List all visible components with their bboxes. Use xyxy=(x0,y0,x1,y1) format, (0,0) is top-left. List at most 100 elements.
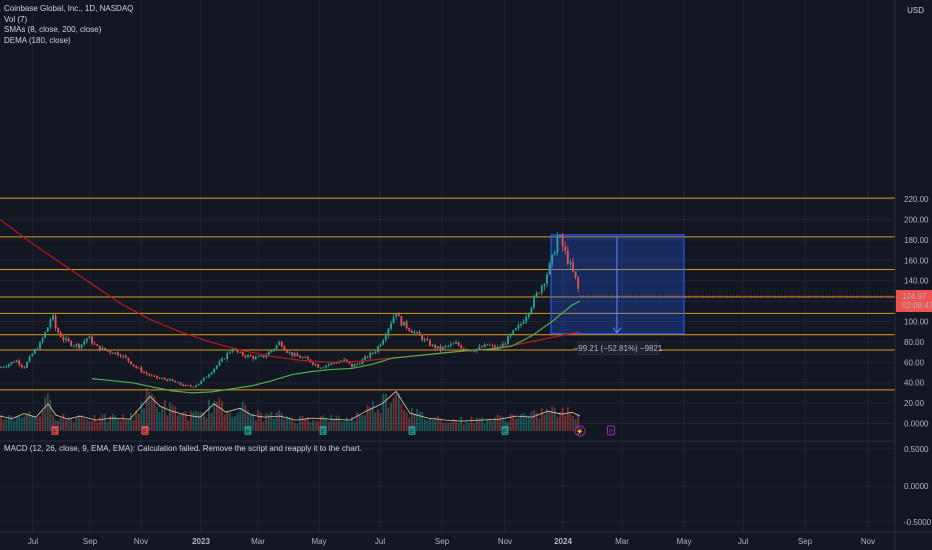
candle-206-body xyxy=(205,376,208,378)
volume-bar-290 xyxy=(288,417,291,431)
candle-378-body xyxy=(377,346,379,352)
volume-bar-232 xyxy=(231,416,234,431)
volume-bar-149 xyxy=(148,392,151,431)
candle-279-body xyxy=(278,341,281,346)
candle-518-body xyxy=(517,325,520,329)
volume-bar-355 xyxy=(353,420,356,431)
volume-bar-113 xyxy=(111,413,114,431)
candle-399-body xyxy=(397,314,400,317)
volume-bar-448 xyxy=(447,422,450,431)
volume-bar-292 xyxy=(291,418,294,431)
horizontal-levels[interactable] xyxy=(0,197,895,391)
measure-label: −99.21 (−52.81%) −9821 xyxy=(574,344,663,353)
candle-391-body xyxy=(390,323,392,329)
volume-bar-412 xyxy=(410,407,413,431)
price-tick-11: 0.0000 xyxy=(904,420,929,429)
volume-bar-498 xyxy=(496,414,499,431)
volume-bar-329 xyxy=(327,422,330,431)
volume-bar-206 xyxy=(205,417,208,431)
time-tick-7: Sep xyxy=(435,537,450,546)
candle-524-body xyxy=(522,321,525,324)
volume-bar-464 xyxy=(462,424,465,431)
candle-516-body xyxy=(514,328,517,331)
volume-bar-188 xyxy=(187,420,190,431)
volume-bar-266 xyxy=(265,413,268,431)
price-tick-1: 200.00 xyxy=(904,216,929,225)
volume-bar-399 xyxy=(397,393,400,431)
volume-bar-425 xyxy=(423,419,426,431)
candle-45-body xyxy=(44,331,47,338)
legend-volume[interactable]: Vol (7) xyxy=(4,14,28,24)
volume-bar-420 xyxy=(418,411,421,431)
volume-bar-310 xyxy=(309,421,312,431)
candle-92-body xyxy=(91,336,93,344)
candle-193-body xyxy=(192,386,195,388)
candle-128-body xyxy=(127,357,130,362)
volume-bar-134 xyxy=(132,420,135,431)
time-tick-14: Nov xyxy=(861,537,875,546)
candle-511-body xyxy=(509,334,512,337)
candle-97-body xyxy=(96,344,99,346)
volume-bar-147 xyxy=(145,387,148,431)
candle-212-body xyxy=(210,372,213,375)
volume-bar-253 xyxy=(252,413,255,431)
time-tick-12: Jul xyxy=(738,537,748,546)
volume-bar-505 xyxy=(504,420,507,431)
volume-bar-82 xyxy=(80,415,83,431)
volume-bar-225 xyxy=(223,414,226,431)
legend-smas[interactable]: SMAs (8, close, 200, close) xyxy=(4,25,102,34)
volume-bar-443 xyxy=(442,422,444,431)
time-tick-0: Jul xyxy=(28,537,38,546)
candle-87-body xyxy=(85,338,88,342)
event-markers[interactable]: E E E E E E ⚡ E xyxy=(51,425,615,437)
volume-bar-456 xyxy=(455,420,457,431)
candle-357-body xyxy=(356,363,359,365)
volume-bar-152 xyxy=(150,393,153,431)
candle-334-body xyxy=(332,362,335,364)
candle-336-body xyxy=(335,362,338,364)
currency-label[interactable]: USD xyxy=(907,6,924,15)
candle-123-body xyxy=(122,355,125,357)
measurement-tool[interactable]: −99.21 (−52.81%) −9821 xyxy=(550,234,685,356)
last-price-box xyxy=(896,290,932,313)
volume-bar-565 xyxy=(564,415,567,431)
candle-490-body xyxy=(488,345,491,347)
time-axis[interactable]: Jul Sep Nov 2023 Mar May Jul Sep Nov 2024 Mar May Ju… xyxy=(28,537,875,546)
volume-bar-118 xyxy=(117,419,119,431)
candle-258-body xyxy=(257,356,260,358)
candle-269-body xyxy=(267,352,270,356)
macd-error-label: MACD (12, 26, close, 9, EMA, EMA): Calcu… xyxy=(4,444,362,453)
volume-bar-37 xyxy=(36,417,39,431)
volume-bar-4 xyxy=(2,419,5,431)
volume-ma-line xyxy=(0,390,581,422)
event-badge-0 xyxy=(51,426,59,435)
candle-547-body xyxy=(546,274,548,284)
candle-370-body xyxy=(369,352,372,358)
candle-323-body xyxy=(322,367,325,369)
volume-bar-308 xyxy=(306,417,309,431)
volume-bar-87 xyxy=(85,419,88,431)
event-label-6: ⚡ xyxy=(576,428,583,436)
candle-11-body xyxy=(10,362,13,365)
candle-115-body xyxy=(114,352,117,354)
symbol-title[interactable]: Coinbase Global, Inc., 1D, NASDAQ xyxy=(4,4,134,13)
legend-dema[interactable]: DEMA (180, close) xyxy=(4,35,71,45)
volume-bar-563 xyxy=(561,407,564,431)
volume-bar-453 xyxy=(452,418,455,431)
event-label-5: E xyxy=(503,430,507,436)
volume-bar-396 xyxy=(395,394,398,431)
event-badge-5 xyxy=(501,426,509,435)
candle-113-body xyxy=(111,352,114,354)
event-marker-7: E xyxy=(607,425,615,436)
candle-71-body xyxy=(70,340,73,346)
candle-89-body xyxy=(88,336,91,339)
event-marker-0: E xyxy=(51,426,59,436)
macd-axis[interactable]: 0.5000 0.0000 -0.5000 xyxy=(904,445,932,527)
volume-bar-446 xyxy=(444,423,447,431)
volume-bar-22 xyxy=(20,417,23,431)
volume-bar-394 xyxy=(392,397,395,431)
volume-bar-513 xyxy=(512,414,515,431)
volume-bar-248 xyxy=(247,410,249,431)
